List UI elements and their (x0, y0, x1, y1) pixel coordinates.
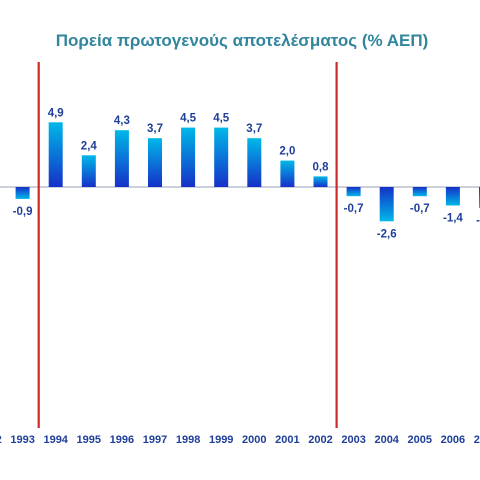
bar-2004 (379, 187, 394, 222)
value-label-1999: 4,5 (213, 113, 230, 125)
value-label-2003: -0,7 (344, 203, 364, 215)
bar-1998 (181, 127, 196, 187)
value-label-2004: -2,6 (377, 228, 397, 240)
bar-2002 (313, 176, 328, 187)
x-tick-2000: 2000 (242, 434, 266, 446)
x-tick-1995: 1995 (77, 434, 101, 446)
bars-group (15, 122, 480, 222)
x-tick-2005: 2005 (408, 434, 432, 446)
bar-2000 (247, 138, 262, 187)
value-label-2002: 0,8 (313, 161, 330, 173)
x-tick-1996: 1996 (110, 434, 134, 446)
value-label-2005: -0,7 (410, 203, 430, 215)
value-label-1996: 4,3 (114, 115, 130, 127)
value-label-2007: -1,6 (476, 215, 480, 227)
x-tick-2007: 2007 (474, 434, 480, 446)
bar-1996 (114, 130, 129, 187)
value-label-2006: -1,4 (443, 213, 463, 225)
divider-lines (37, 62, 338, 428)
x-tick-2002: 2002 (308, 434, 332, 446)
value-label-1994: 4,9 (48, 107, 64, 119)
bar-2006 (445, 187, 460, 206)
value-label-1998: 4,5 (180, 113, 197, 125)
x-tick-2004: 2004 (374, 434, 399, 446)
x-tick-1993: 1993 (10, 434, 34, 446)
x-tick-labels: 1992 1993 1994 1995 1996 1997 1998 1999 2000 2001… (0, 434, 480, 446)
x-tick-1994: 1994 (43, 434, 68, 446)
x-tick-1992: 1992 (0, 434, 2, 446)
x-tick-1999: 1999 (209, 434, 233, 446)
x-tick-2003: 2003 (341, 434, 365, 446)
value-label-1997: 3,7 (147, 123, 163, 135)
value-label-2001: 2,0 (279, 146, 295, 158)
bar-2005 (412, 187, 427, 197)
chart-title: Πορεία πρωτογενούς αποτελέσματος (% ΑΕΠ) (56, 31, 429, 50)
bar-1999 (214, 127, 229, 187)
x-tick-1997: 1997 (143, 434, 167, 446)
bar-2001 (280, 160, 295, 187)
x-tick-2006: 2006 (441, 434, 465, 446)
bar-2003 (346, 187, 361, 197)
bar-1997 (148, 138, 162, 187)
bar-1995 (81, 155, 96, 187)
value-label-2000: 3,7 (246, 123, 262, 135)
x-tick-2001: 2001 (275, 434, 299, 446)
x-tick-1998: 1998 (176, 434, 200, 446)
value-labels: -0,9-0,94,92,44,33,74,54,53,72,00,8-0,7-… (13, 107, 480, 240)
value-label-1993: -0,9 (13, 206, 33, 218)
value-label-1995: 2,4 (81, 140, 98, 152)
bar-1993 (15, 187, 30, 199)
bar-1994 (48, 122, 63, 187)
